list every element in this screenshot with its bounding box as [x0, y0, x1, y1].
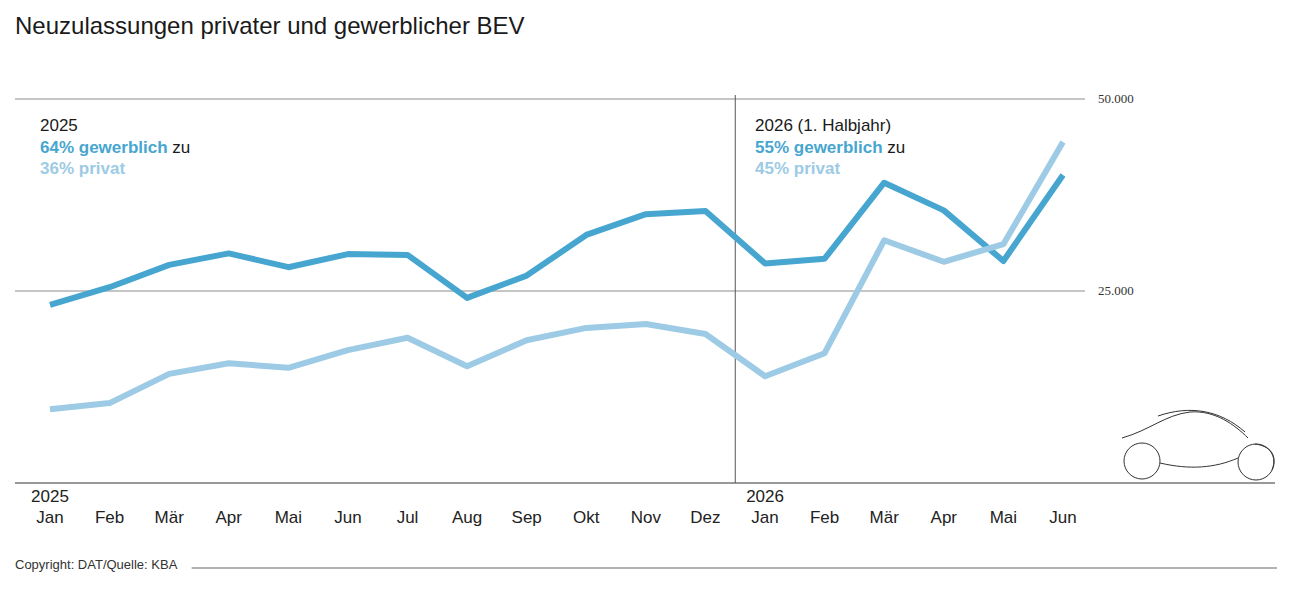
x-tick-label: Jan: [751, 508, 778, 527]
x-tick-label: Feb: [95, 508, 124, 527]
x-tick-label: Sep: [512, 508, 542, 527]
car-icon: [1122, 410, 1274, 480]
grid-line: [15, 99, 1085, 100]
y-tick-label: 25.000: [1098, 283, 1134, 298]
x-tick-label: Dez: [690, 508, 720, 527]
x-year-label: 2025: [31, 487, 69, 506]
x-tick-label: Mai: [275, 508, 302, 527]
title: Neuzulassungen privater und gewerblicher…: [15, 12, 525, 39]
annotation-connector: zu: [883, 138, 906, 157]
source: Copyright: DAT/Quelle: KBA: [15, 557, 178, 572]
x-axis-line: [15, 483, 1275, 484]
x-year-label: 2026: [746, 487, 784, 506]
annotation-private: 45% privat: [755, 159, 840, 178]
x-tick-label: Aug: [452, 508, 482, 527]
series-group: [50, 142, 1063, 409]
annotation-commercial: 55% gewerblich: [755, 138, 883, 157]
annotation-line: 55% gewerblich zu: [755, 138, 905, 157]
y-tick-label: 50.000: [1098, 91, 1134, 106]
x-tick-label: Mär: [870, 508, 900, 527]
year-divider: [735, 95, 736, 483]
annotation-heading: 2025: [40, 116, 78, 135]
x-tick-label: Apr: [931, 508, 958, 527]
x-tick-label: Jun: [1049, 508, 1076, 527]
x-tick-label: Jan: [36, 508, 63, 527]
annotation-connector: zu: [168, 138, 191, 157]
x-tick-label: Mär: [155, 508, 185, 527]
chart: Neuzulassungen privater und gewerblicher…: [0, 0, 1292, 589]
line-gewerblich: [50, 175, 1063, 305]
x-tick-label: Apr: [216, 508, 243, 527]
x-tick-label: Jul: [397, 508, 419, 527]
annotation-private: 36% privat: [40, 159, 125, 178]
x-tick-label: Feb: [810, 508, 839, 527]
line-privat: [50, 142, 1063, 409]
annotation-line: 64% gewerblich zu: [40, 138, 190, 157]
grid-line: [15, 291, 1085, 292]
x-tick-label: Jun: [334, 508, 361, 527]
x-tick-label: Mai: [990, 508, 1017, 527]
footer-rule: [192, 568, 1277, 569]
annotation-heading: 2026 (1. Halbjahr): [755, 116, 891, 135]
x-tick-label: Nov: [631, 508, 662, 527]
x-tick-label: Okt: [573, 508, 600, 527]
annotation-commercial: 64% gewerblich: [40, 138, 168, 157]
